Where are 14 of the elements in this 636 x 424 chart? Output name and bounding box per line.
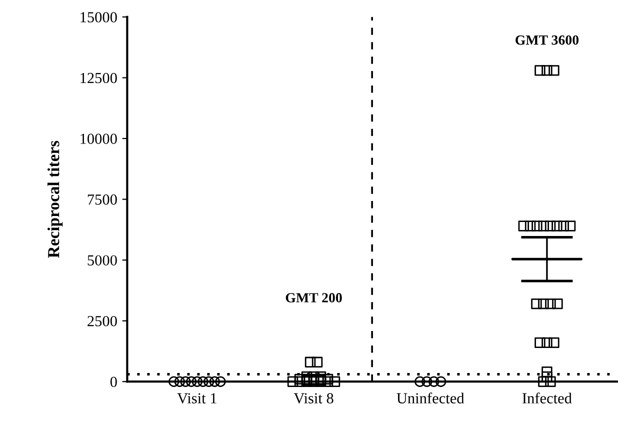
y-tick-label: 2500	[88, 316, 117, 326]
x-tick-label: Infected	[522, 392, 572, 404]
y-tick-label: 10000	[80, 134, 117, 144]
x-tick-label: Visit 1	[177, 393, 216, 404]
y-tick-label: 15000	[80, 12, 117, 22]
y-tick-label: 7500	[88, 194, 117, 205]
y-axis-title: Reciprocal titers	[48, 140, 63, 258]
x-tick-label: Visit 8	[294, 393, 334, 404]
y-tick-label: 5000	[88, 255, 117, 266]
annotation: GMT 3600	[516, 35, 579, 45]
y-tick-label: 12500	[80, 72, 117, 84]
x-tick-label: Uninfected	[396, 392, 464, 404]
y-tick-label: 0	[110, 376, 117, 388]
annotation: GMT 200	[286, 293, 342, 302]
